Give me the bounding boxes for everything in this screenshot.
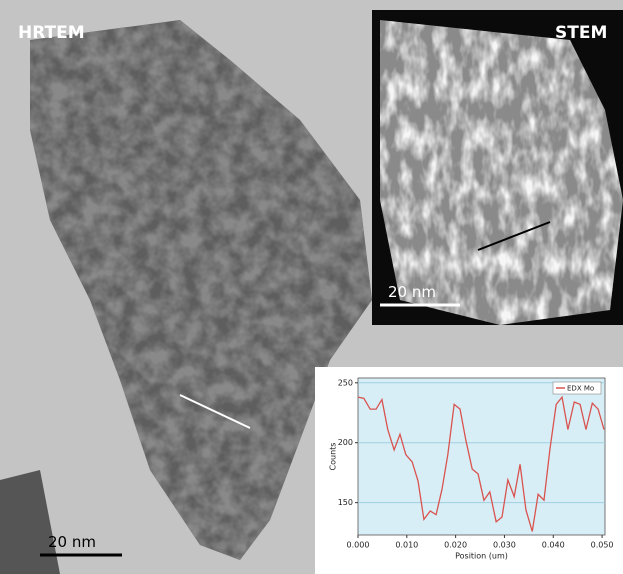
x-tick-label: 0.000 (347, 541, 370, 550)
stem-label: STEM (555, 23, 607, 43)
x-axis-label: Position (um) (455, 552, 508, 561)
hrtem-label: HRTEM (18, 23, 85, 43)
y-axis-label: Counts (329, 443, 338, 471)
stem-scale-label: 20 nm (388, 283, 436, 301)
x-tick-label: 0.030 (493, 541, 516, 550)
y-tick-label: 250 (338, 378, 353, 387)
y-tick-label: 150 (338, 498, 353, 507)
x-tick-label: 0.050 (591, 541, 614, 550)
plot-area (358, 378, 605, 535)
chart: 150 200 250 0.000 0.010 0.020 0.030 0.040 0.050 P… (329, 378, 614, 561)
y-tick-label: 200 (338, 438, 353, 447)
hrtem-scale-label: 20 nm (48, 533, 96, 551)
x-tick-label: 0.010 (395, 541, 418, 550)
x-tick-label: 0.020 (444, 541, 467, 550)
x-tick-label: 0.040 (542, 541, 565, 550)
legend-label: EDX Mo (567, 385, 594, 393)
figure: HRTEM 20 nm STEM 20 nm 150 200 250 0.000 0.0… (0, 0, 623, 574)
